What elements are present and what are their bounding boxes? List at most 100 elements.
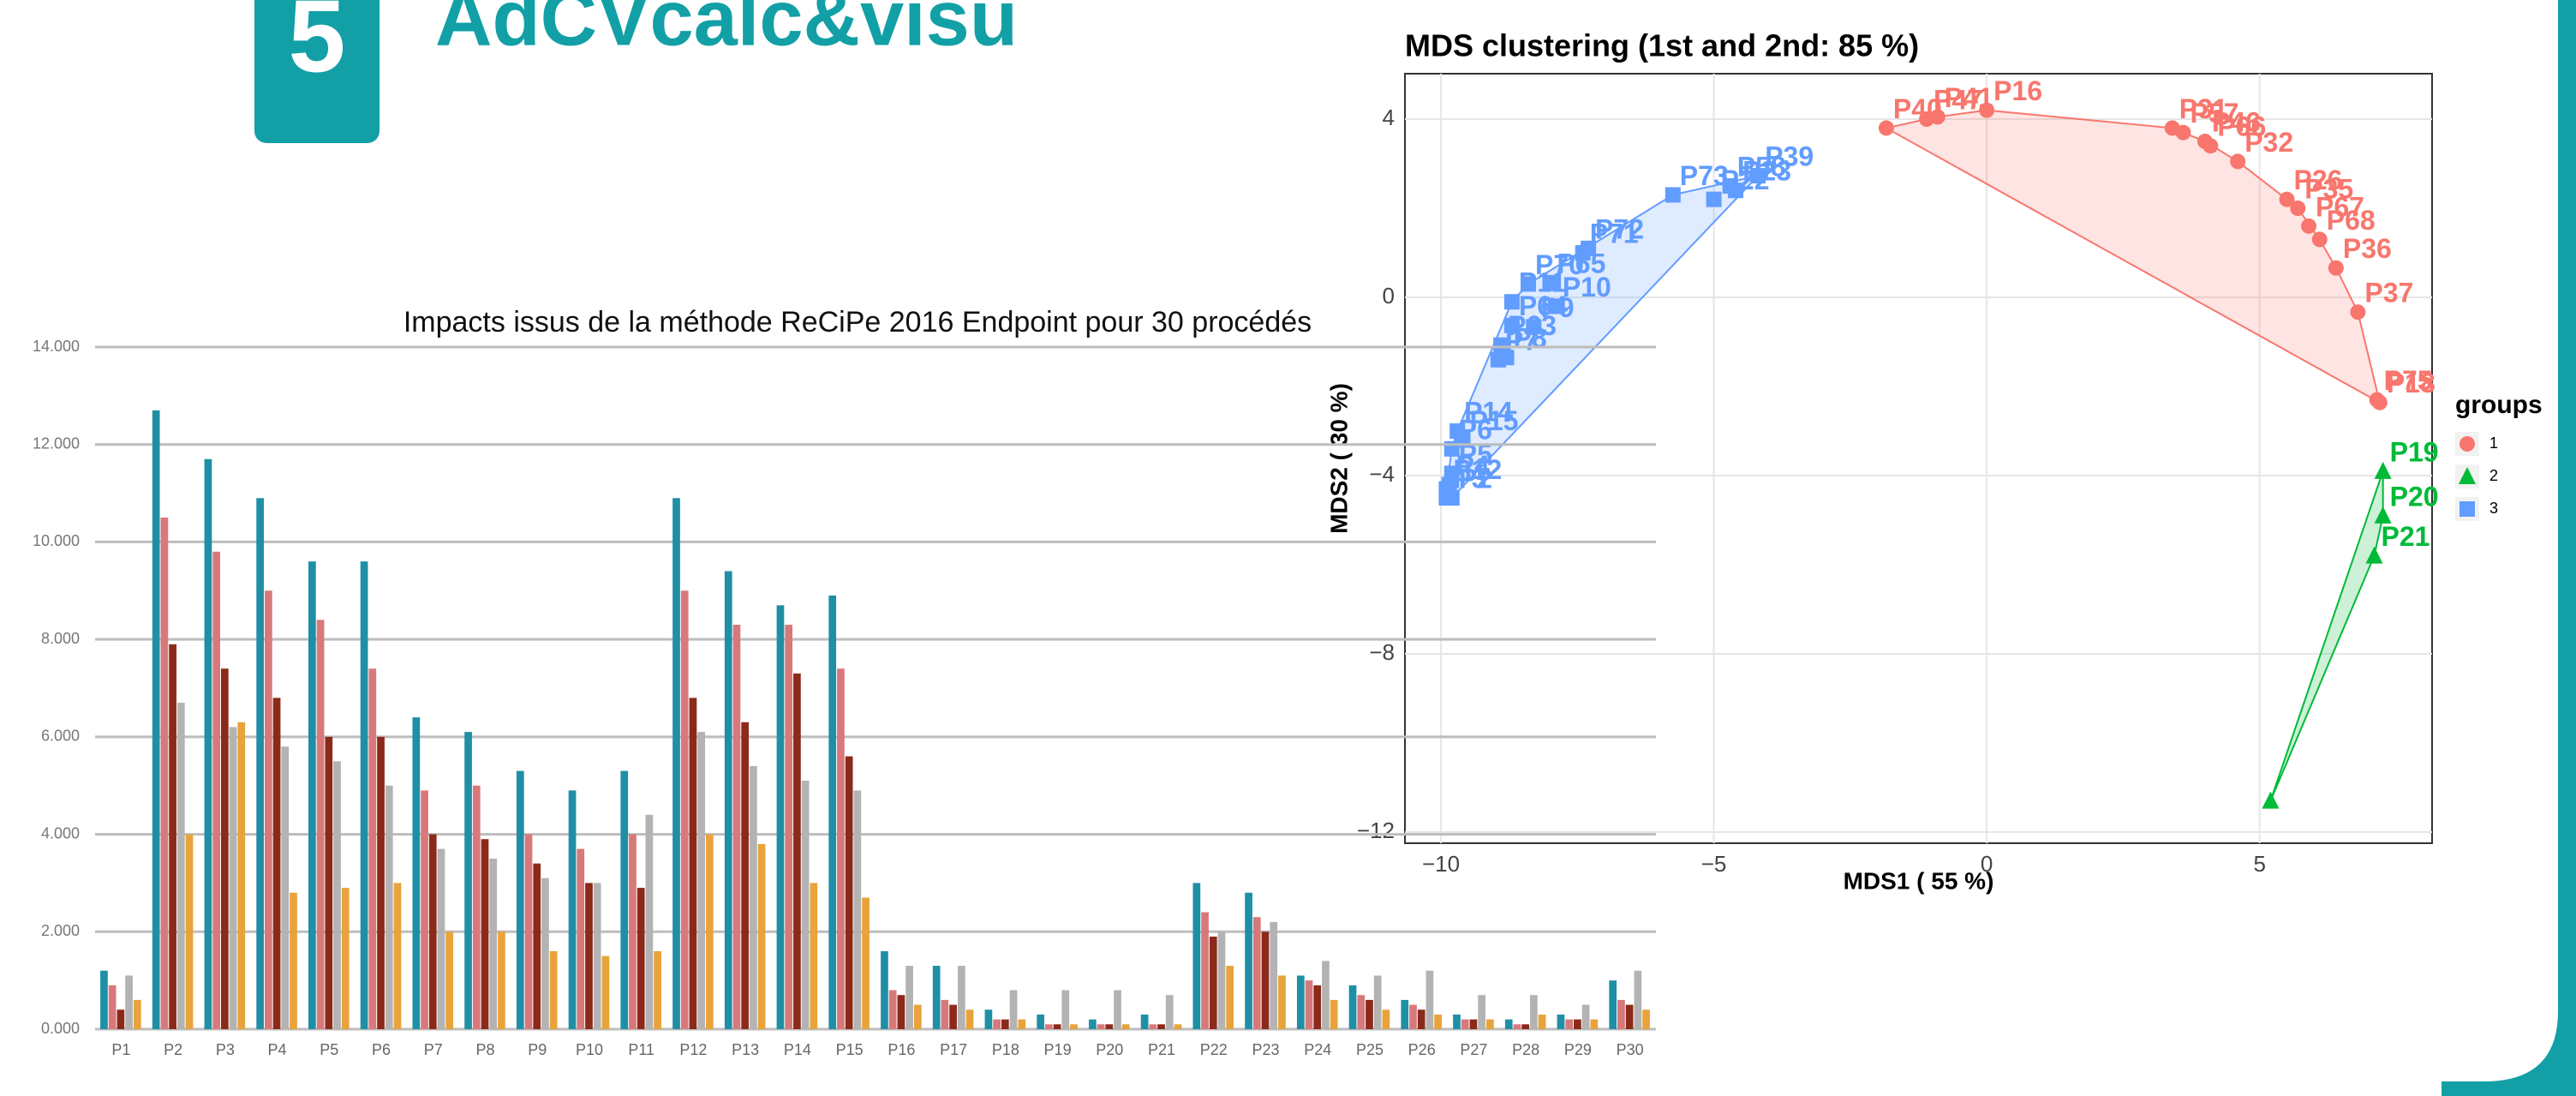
point-label: P71 — [1590, 218, 1639, 249]
bar — [1089, 1019, 1097, 1029]
point-label: P39 — [1765, 141, 1814, 172]
point-label: P67 — [2316, 191, 2364, 222]
legend-title: groups — [2455, 391, 2543, 419]
legend-symbol — [2459, 501, 2475, 517]
bar — [568, 790, 577, 1029]
bar — [1625, 1004, 1634, 1029]
point-label: P35 — [2304, 173, 2353, 204]
bar — [1044, 1024, 1053, 1029]
point-label: P58 — [1737, 151, 1786, 182]
y-tick-label: 4.000 — [41, 824, 80, 841]
bar — [169, 644, 176, 1029]
x-tick-label: P3 — [216, 1041, 235, 1058]
x-tick-label: P16 — [888, 1041, 915, 1058]
x-tick-label: P28 — [1512, 1041, 1539, 1058]
bar — [1157, 1024, 1165, 1029]
point-label: P57 — [2190, 98, 2238, 129]
point-label: P47 — [1933, 84, 1982, 115]
bar — [793, 673, 801, 1029]
x-tick-label: P27 — [1460, 1041, 1487, 1058]
point-label: P31 — [2179, 93, 2228, 124]
point-label: P26 — [2294, 165, 2343, 195]
point — [2230, 153, 2246, 170]
bar — [385, 785, 393, 1029]
y-tick-label: 0.000 — [41, 1020, 80, 1037]
x-tick-label: P15 — [836, 1041, 864, 1058]
bar — [993, 1019, 1001, 1029]
bar — [281, 746, 290, 1029]
bar — [1417, 1009, 1425, 1029]
bar — [498, 931, 505, 1029]
bar — [1373, 975, 1382, 1029]
bar — [1609, 980, 1617, 1029]
bar — [1634, 970, 1642, 1029]
point-label: P10 — [1563, 272, 1611, 302]
point — [1665, 187, 1681, 203]
bar — [1513, 1024, 1521, 1029]
bar — [308, 561, 316, 1029]
bar — [445, 931, 454, 1029]
bar — [316, 620, 325, 1029]
bar — [108, 985, 117, 1029]
chart-title: Impacts issus de la méthode ReCiPe 2016 … — [403, 306, 1312, 338]
point-label: P12 — [1453, 454, 1502, 485]
bar — [1382, 1009, 1390, 1029]
bar — [905, 966, 913, 1029]
bar — [1105, 1024, 1114, 1029]
bar — [1270, 921, 1278, 1029]
point-label: P63 — [1508, 310, 1557, 341]
point — [1547, 298, 1563, 314]
bar — [881, 951, 888, 1029]
bar — [325, 736, 333, 1029]
point — [2374, 461, 2392, 479]
point-label: P68 — [2327, 205, 2376, 236]
bar — [472, 785, 481, 1029]
bar — [1330, 999, 1338, 1029]
bar — [1097, 1024, 1105, 1029]
bar — [272, 698, 281, 1029]
bar-chart: Impacts issus de la méthode ReCiPe 2016 … — [33, 306, 1656, 1058]
bar — [1357, 995, 1366, 1029]
bar — [1590, 1019, 1599, 1029]
bar — [333, 761, 341, 1029]
bar — [1201, 912, 1209, 1029]
bar — [965, 1009, 974, 1029]
x-tick-label: P14 — [784, 1041, 811, 1058]
bar — [360, 561, 368, 1029]
plot-panel — [1404, 73, 2433, 844]
point — [2262, 791, 2280, 809]
bar — [368, 668, 377, 1029]
point — [2164, 120, 2180, 136]
bar — [1037, 1014, 1044, 1029]
point — [2279, 191, 2295, 207]
x-tick-label: P2 — [164, 1041, 182, 1058]
bar — [732, 625, 741, 1029]
bar — [1174, 1024, 1182, 1029]
y-tick-label: 4 — [1383, 105, 1395, 130]
point-label: P73 — [1680, 160, 1729, 191]
bar — [888, 990, 897, 1029]
bar — [1009, 990, 1018, 1029]
point — [2290, 201, 2306, 217]
slide-title: AdCVcalc&visu — [435, 0, 1018, 62]
bar — [125, 975, 133, 1029]
bar — [204, 458, 212, 1029]
bar — [949, 1004, 957, 1029]
bar — [1149, 1024, 1157, 1029]
bar — [428, 834, 437, 1029]
bar — [1226, 966, 1234, 1029]
bar — [577, 848, 585, 1029]
point-label: P22 — [1721, 165, 1770, 195]
bar — [845, 756, 853, 1029]
bar — [585, 883, 593, 1029]
point-label: P16 — [1993, 75, 2042, 106]
point — [1878, 120, 1894, 136]
point — [1979, 102, 1995, 118]
bar — [1070, 1024, 1078, 1029]
y-tick-label: 0 — [1383, 283, 1395, 308]
badge-number: 5 — [289, 0, 346, 94]
bar — [750, 765, 757, 1029]
point-label: P9 — [1540, 292, 1574, 323]
point-label: P72 — [1595, 213, 1644, 244]
point-label: P65 — [1557, 248, 1605, 278]
